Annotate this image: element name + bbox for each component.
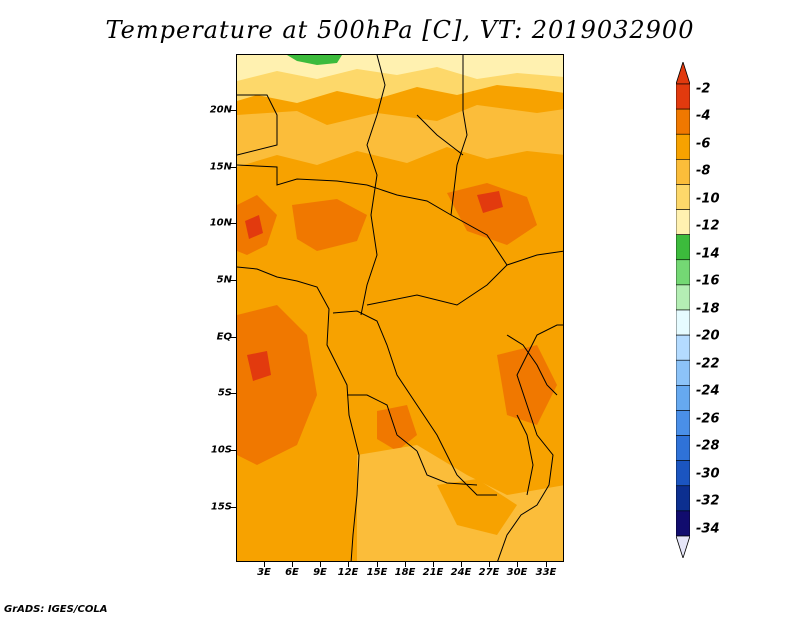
colorbar-segment <box>676 259 690 286</box>
colorbar-segment <box>676 209 690 235</box>
lat-label: 15N <box>209 161 232 173</box>
field-band-sahel <box>237 105 563 167</box>
colorbar-segment <box>676 133 690 160</box>
lat-tick <box>230 507 236 508</box>
colorbar-label: -16 <box>696 273 720 289</box>
colorbar-label: -24 <box>696 383 720 399</box>
field-warm-nigeria <box>292 199 367 251</box>
lat-label: 5N <box>216 274 232 286</box>
colorbar-segment <box>676 159 690 185</box>
colorbar-segment <box>676 410 690 436</box>
colorbar-label: -28 <box>696 438 720 454</box>
lat-tick <box>230 393 236 394</box>
colorbar-label: -32 <box>696 493 720 509</box>
chart-title: Temperature at 500hPa [C], VT: 201903290… <box>105 16 695 44</box>
lon-label: 12E <box>337 567 359 578</box>
lat-label: 10N <box>209 217 232 229</box>
colorbar-label: -20 <box>696 328 720 344</box>
colorbar-label: -2 <box>696 81 711 97</box>
colorbar-label: -26 <box>696 411 720 427</box>
colorbar-segment <box>676 334 690 361</box>
field-band-south-inner <box>437 479 517 535</box>
colorbar-segment <box>676 234 690 261</box>
colorbar-label: -18 <box>696 301 720 317</box>
colorbar-segment <box>676 83 690 110</box>
lon-label: 3E <box>257 567 271 578</box>
colorbar-top-arrow <box>676 62 690 85</box>
lon-label: 21E <box>422 567 444 578</box>
colorbar-segment <box>676 510 690 537</box>
lat-tick <box>230 223 236 224</box>
lat-label: 5S <box>217 387 232 399</box>
lon-tick <box>264 562 265 567</box>
lat-tick <box>230 450 236 451</box>
lon-label: 6E <box>285 567 299 578</box>
colorbar-segment <box>676 284 690 311</box>
lat-label: 15S <box>210 501 232 513</box>
lon-tick <box>320 562 321 567</box>
colorbar <box>676 62 690 558</box>
field-warm-east <box>497 345 557 425</box>
lon-label: 24E <box>450 567 472 578</box>
lon-tick <box>405 562 406 567</box>
lat-tick <box>230 110 236 111</box>
colorbar-segment <box>676 359 690 386</box>
colorbar-label: -14 <box>696 246 720 262</box>
colorbar-segment <box>676 184 690 210</box>
lon-label: 30E <box>506 567 528 578</box>
lat-label: EQ <box>216 331 232 343</box>
lon-tick <box>489 562 490 567</box>
colorbar-segment <box>676 108 690 135</box>
lon-tick <box>433 562 434 567</box>
map-canvas <box>237 55 563 561</box>
colorbar-segment <box>676 309 690 336</box>
lon-tick <box>546 562 547 567</box>
lat-tick <box>230 337 236 338</box>
colorbar-segment <box>676 460 690 487</box>
field-hot-3 <box>247 351 271 381</box>
field-warm-sudan <box>447 183 537 245</box>
colorbar-bottom-arrow <box>676 535 690 558</box>
field-hot-2 <box>477 191 503 213</box>
colorbar-label: -22 <box>696 356 720 372</box>
lon-tick <box>517 562 518 567</box>
lon-label: 33E <box>535 567 557 578</box>
field-hot-1 <box>245 215 263 239</box>
lon-tick <box>348 562 349 567</box>
colorbar-segment <box>676 485 690 512</box>
lon-label: 15E <box>366 567 388 578</box>
lat-label: 20N <box>209 104 232 116</box>
lon-label: 18E <box>394 567 416 578</box>
colorbar-label: -8 <box>696 163 711 179</box>
lat-tick <box>230 280 236 281</box>
lon-label: 27E <box>478 567 500 578</box>
colorbar-label: -34 <box>696 521 720 537</box>
colorbar-label: -30 <box>696 466 720 482</box>
colorbar-segment <box>676 385 690 411</box>
colorbar-label: -6 <box>696 136 711 152</box>
colorbar-label: -12 <box>696 218 720 234</box>
lon-tick <box>461 562 462 567</box>
colorbar-label: -10 <box>696 191 720 207</box>
lon-tick <box>292 562 293 567</box>
colorbar-label: -4 <box>696 108 711 124</box>
temperature-map <box>236 54 564 562</box>
lon-tick <box>377 562 378 567</box>
borders <box>237 55 563 561</box>
colorbar-segment <box>676 435 690 461</box>
field-warm-atlantic <box>237 305 317 465</box>
lon-label: 9E <box>313 567 327 578</box>
field-green-patch <box>287 55 342 65</box>
lat-label: 10S <box>210 444 232 456</box>
lat-tick <box>230 167 236 168</box>
field-warm-angola <box>377 405 417 451</box>
footer-credit: GrADS: IGES/COLA <box>4 604 108 615</box>
